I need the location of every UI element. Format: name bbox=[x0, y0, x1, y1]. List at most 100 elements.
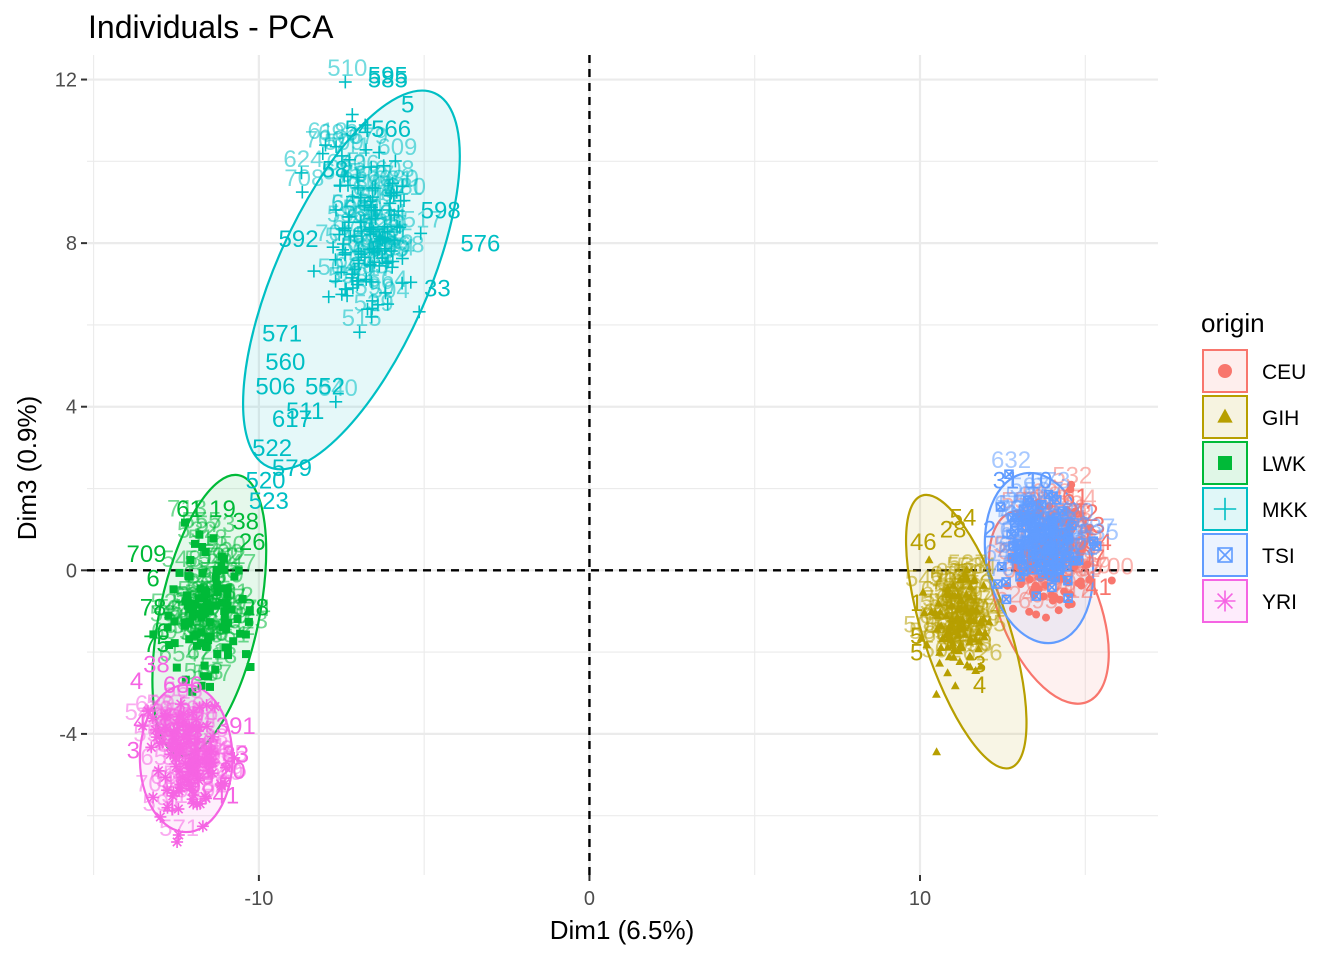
data-point bbox=[333, 179, 347, 193]
data-point bbox=[165, 641, 174, 649]
point-label: 708 bbox=[284, 165, 324, 192]
data-point bbox=[188, 687, 197, 696]
point-label: 664 bbox=[368, 266, 408, 293]
point-label: 75 bbox=[143, 631, 170, 658]
data-point bbox=[346, 267, 360, 281]
point-label: 606 bbox=[178, 700, 218, 727]
data-point bbox=[984, 617, 994, 626]
point-label: 510 bbox=[327, 55, 367, 82]
point-label: 599 bbox=[178, 607, 218, 634]
data-point bbox=[223, 590, 232, 599]
data-point bbox=[974, 636, 984, 645]
point-label: 566 bbox=[371, 116, 411, 143]
data-point bbox=[1070, 507, 1079, 516]
point-label: 680 bbox=[379, 165, 419, 192]
data-point bbox=[202, 602, 211, 611]
point-label: 523 bbox=[249, 488, 289, 515]
data-point bbox=[183, 591, 191, 600]
data-point bbox=[944, 652, 954, 661]
data-point bbox=[338, 246, 352, 260]
data-point bbox=[199, 672, 208, 681]
point-label: 504 bbox=[370, 277, 410, 304]
data-point bbox=[217, 584, 226, 593]
data-point bbox=[1086, 523, 1094, 532]
data-point bbox=[918, 587, 928, 596]
data-point bbox=[1067, 520, 1077, 531]
data-point bbox=[965, 637, 974, 646]
data-point bbox=[385, 244, 398, 258]
point-label: 609 bbox=[377, 134, 417, 161]
point-label: 709 bbox=[126, 541, 166, 568]
point-label: 651 bbox=[343, 195, 383, 222]
point-label: 592 bbox=[199, 543, 239, 570]
data-point bbox=[957, 596, 966, 604]
data-point bbox=[965, 608, 974, 616]
data-point bbox=[396, 179, 409, 193]
data-point bbox=[213, 588, 222, 597]
data-point bbox=[202, 588, 211, 597]
data-point bbox=[955, 643, 965, 652]
point-label: 560 bbox=[265, 349, 305, 376]
data-point bbox=[295, 166, 308, 180]
data-point bbox=[388, 233, 402, 247]
data-point bbox=[213, 650, 222, 658]
data-point bbox=[233, 615, 242, 623]
point-label: 522 bbox=[252, 435, 292, 462]
data-point bbox=[1085, 575, 1094, 584]
data-point bbox=[351, 181, 365, 195]
point-label: 391 bbox=[216, 713, 256, 740]
data-point bbox=[185, 635, 194, 644]
point-label: 679 bbox=[919, 603, 959, 630]
data-point bbox=[224, 651, 232, 660]
data-point bbox=[340, 289, 354, 303]
point-label: 532 bbox=[1052, 462, 1092, 489]
point-label: 590 bbox=[189, 620, 229, 647]
data-point bbox=[979, 580, 989, 589]
data-point bbox=[188, 612, 197, 621]
data-point bbox=[197, 628, 206, 637]
data-point bbox=[919, 608, 929, 617]
data-point bbox=[159, 709, 172, 722]
data-point bbox=[197, 681, 206, 690]
data-point bbox=[1054, 606, 1063, 615]
data-point bbox=[234, 566, 243, 575]
data-point bbox=[335, 287, 349, 301]
data-point bbox=[390, 219, 404, 233]
point-label: 539 bbox=[354, 290, 394, 317]
point-label: 58 bbox=[322, 157, 349, 184]
data-point bbox=[1063, 575, 1073, 586]
legend-title: origin bbox=[1201, 308, 1265, 338]
data-point bbox=[202, 643, 211, 651]
point-label: 701 bbox=[335, 170, 375, 197]
data-point bbox=[412, 305, 426, 319]
data-point bbox=[175, 568, 184, 577]
data-point bbox=[192, 630, 201, 639]
data-point bbox=[222, 625, 231, 634]
data-point bbox=[220, 612, 229, 621]
point-label: 507 bbox=[937, 569, 977, 596]
data-point bbox=[974, 626, 984, 635]
data-point bbox=[230, 572, 239, 581]
data-point bbox=[372, 259, 386, 273]
point-label: 10 bbox=[1026, 468, 1053, 495]
point-label: 530 bbox=[1034, 560, 1074, 587]
data-point bbox=[954, 604, 963, 613]
data-point bbox=[186, 556, 195, 564]
data-point bbox=[198, 569, 207, 578]
data-point bbox=[992, 579, 1003, 589]
data-point bbox=[205, 618, 214, 627]
legend-label-ceu: CEU bbox=[1262, 361, 1306, 384]
data-point bbox=[245, 606, 254, 615]
data-point bbox=[393, 220, 407, 234]
data-point bbox=[359, 143, 373, 157]
point-label: 550 bbox=[340, 233, 380, 260]
data-point bbox=[1031, 591, 1041, 601]
point-label: 535 bbox=[1079, 519, 1119, 546]
legend-label-gih: GIH bbox=[1262, 407, 1299, 430]
data-point bbox=[195, 530, 204, 539]
data-point bbox=[1030, 583, 1039, 592]
point-label: 567 bbox=[922, 585, 962, 612]
y-tick-label: 8 bbox=[66, 233, 77, 255]
y-tick-label: 4 bbox=[66, 397, 77, 419]
data-point bbox=[191, 599, 200, 608]
